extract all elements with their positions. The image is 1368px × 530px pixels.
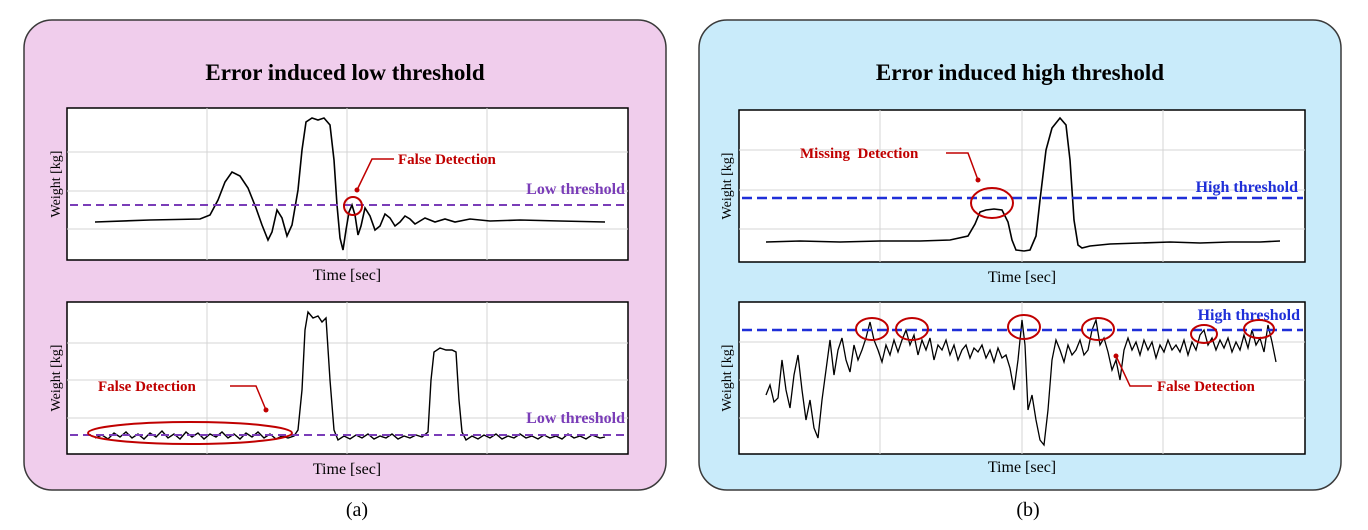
plot-b2-detection-circles xyxy=(855,314,1275,344)
caption-a: (a) xyxy=(346,499,368,521)
plot-a1-leader-dot xyxy=(354,187,360,193)
plot-a2-grid xyxy=(67,302,628,454)
plot-a1-grid xyxy=(67,108,628,260)
plot-b2: High threshold False Detection Weight [k… xyxy=(720,301,1306,476)
plot-b2-detection-circle-5 xyxy=(1190,324,1218,344)
plot-a1-annotation: False Detection xyxy=(398,152,497,168)
plot-a2-xlabel: Time [sec] xyxy=(313,461,381,478)
plot-b1: High threshold Missing Detection Weight … xyxy=(720,109,1306,286)
plot-a2-detection-ellipse xyxy=(87,421,293,445)
plot-b2-annotation-leader xyxy=(1115,355,1152,387)
plot-a1-threshold-label: Low threshold xyxy=(526,181,625,198)
plot-b2-detection-circle-6 xyxy=(1243,319,1275,339)
plot-a2: Low threshold False Detection Weight [kg… xyxy=(49,301,629,478)
plot-a1-xlabel: Time [sec] xyxy=(313,267,381,284)
plot-b1-grid xyxy=(739,110,1305,262)
plot-b2-detection-circle-4 xyxy=(1081,317,1115,341)
plot-a1: Low threshold False Detection Weight [kg… xyxy=(49,107,629,284)
plot-a2-threshold-label: Low threshold xyxy=(526,410,625,427)
plot-b2-grid xyxy=(739,302,1305,454)
plot-b2-xlabel: Time [sec] xyxy=(988,459,1056,476)
plot-b2-annotation: False Detection xyxy=(1157,379,1256,395)
plot-b2-detection-circle-3 xyxy=(1007,314,1041,340)
panel-b-title: Error induced high threshold xyxy=(876,60,1164,85)
plot-b1-detection-ellipse xyxy=(970,187,1014,219)
plot-a2-ylabel: Weight [kg] xyxy=(49,345,64,412)
panel-b: Error induced high threshold High thresh… xyxy=(698,19,1342,491)
plot-b1-annotation-leader xyxy=(946,152,979,181)
plot-b1-signal xyxy=(765,116,1281,252)
plot-b1-ylabel: Weight [kg] xyxy=(720,153,735,220)
plot-b2-detection-circle-2 xyxy=(895,317,929,341)
plot-b2-threshold-label: High threshold xyxy=(1198,307,1301,324)
plot-a2-annotation-leader xyxy=(230,385,267,411)
caption-b: (b) xyxy=(1016,499,1039,521)
panel-a-title: Error induced low threshold xyxy=(205,60,484,85)
plot-a2-leader-dot xyxy=(263,407,269,413)
plot-a2-signal xyxy=(94,310,606,442)
plot-b1-threshold-label: High threshold xyxy=(1196,179,1299,196)
plot-b1-leader-dot xyxy=(975,177,981,183)
plot-b1-xlabel: Time [sec] xyxy=(988,269,1056,286)
plot-b1-annotation: Missing Detection xyxy=(800,146,919,162)
plot-b2-ylabel: Weight [kg] xyxy=(720,345,735,412)
plot-b2-leader-dot xyxy=(1113,353,1119,359)
plot-a1-detection-circle xyxy=(343,196,363,216)
plot-a1-ylabel: Weight [kg] xyxy=(49,151,64,218)
plot-b2-detection-circle-1 xyxy=(855,317,889,341)
panel-a: Error induced low threshold Low threshol… xyxy=(23,19,667,491)
plot-b2-signal xyxy=(765,317,1277,447)
plot-a1-annotation-leader xyxy=(356,158,394,191)
plot-a2-annotation: False Detection xyxy=(98,379,197,395)
